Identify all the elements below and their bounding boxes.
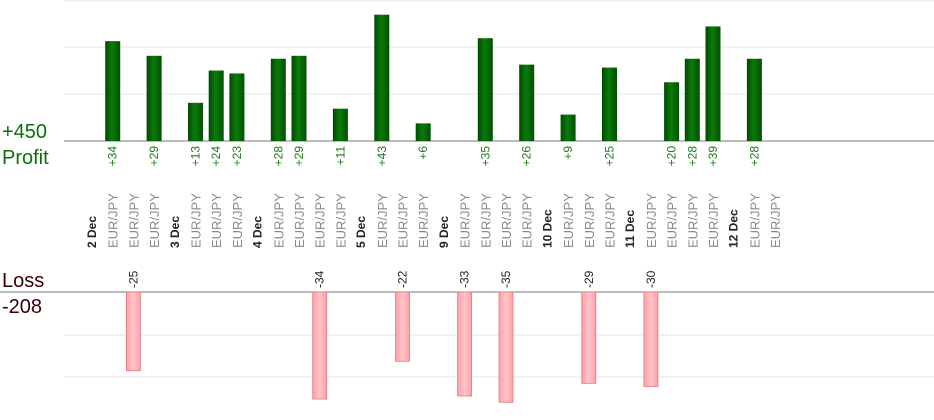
profit-total: +450 — [2, 121, 47, 143]
loss-value-label: -22 — [396, 270, 410, 288]
profit-value-label: +35 — [478, 146, 492, 167]
profit-value-label: +43 — [375, 146, 389, 167]
date-label: 9 Dec — [437, 216, 451, 248]
profit-bar — [270, 58, 286, 141]
pair-label: EUR/JPY — [292, 193, 307, 248]
loss-value-label: -35 — [499, 270, 513, 288]
loss-label: Loss — [2, 270, 44, 292]
profit-bar — [146, 55, 162, 141]
profit-value-label: +34 — [106, 146, 120, 167]
pair-label: EUR/JPY — [561, 193, 576, 248]
pair-label: EUR/JPY — [396, 193, 411, 248]
loss-bar — [457, 291, 473, 397]
profit-bar — [705, 26, 721, 141]
profit-label: Profit — [2, 147, 49, 169]
profit-value-label: +11 — [333, 146, 347, 166]
profit-bar — [291, 55, 307, 141]
loss-bar — [312, 291, 328, 400]
loss-bar — [498, 291, 514, 403]
pair-label: EUR/JPY — [685, 193, 700, 248]
profit-bar — [560, 114, 576, 141]
profit-value-label: +28 — [685, 146, 699, 167]
profit-value-label: +24 — [209, 146, 223, 167]
profit-bar — [374, 14, 390, 141]
profit-bar — [229, 73, 245, 141]
profit-bar — [332, 108, 348, 141]
pair-label: EUR/JPY — [189, 193, 204, 248]
profit-bar — [746, 58, 762, 141]
date-label: 2 Dec — [85, 216, 99, 248]
loss-value-label: -29 — [582, 270, 596, 288]
pair-label: EUR/JPY — [313, 193, 328, 248]
pair-label: EUR/JPY — [478, 193, 493, 248]
loss-bar — [581, 291, 597, 384]
profit-value-label: +29 — [292, 146, 306, 167]
profit-bar — [664, 82, 680, 141]
pair-label: EUR/JPY — [106, 193, 121, 248]
profit-value-label: +26 — [520, 146, 534, 167]
pair-label: EUR/JPY — [747, 193, 762, 248]
profit-bar — [477, 38, 493, 141]
profit-bar — [415, 123, 431, 141]
pair-label: EUR/JPY — [147, 193, 162, 248]
pair-label: EUR/JPY — [644, 193, 659, 248]
pair-label: EUR/JPY — [333, 193, 348, 248]
date-label: 4 Dec — [251, 216, 265, 248]
date-label: 10 Dec — [540, 209, 554, 248]
pair-label: EUR/JPY — [375, 193, 390, 248]
profit-value-label: +20 — [665, 146, 679, 167]
profit-value-label: +23 — [230, 146, 244, 167]
profit-bar — [602, 67, 617, 141]
loss-value-label: -30 — [644, 270, 658, 288]
pair-label: EUR/JPY — [665, 193, 680, 248]
loss-value-label: -25 — [126, 270, 140, 288]
pair-label: EUR/JPY — [416, 193, 431, 248]
loss-value-label: -33 — [458, 270, 472, 288]
profit-value-label: +9 — [561, 146, 575, 160]
profit-bar — [684, 58, 700, 141]
pair-label: EUR/JPY — [603, 193, 618, 248]
loss-bar — [126, 291, 141, 372]
profit-value-label: +28 — [271, 146, 285, 167]
profit-value-label: +28 — [747, 146, 761, 167]
loss-value-label: -34 — [313, 270, 327, 288]
date-label: 11 Dec — [623, 210, 637, 248]
pair-label: EUR/JPY — [126, 193, 141, 248]
pair-label: EUR/JPY — [209, 193, 224, 248]
pair-label: EUR/JPY — [706, 193, 721, 248]
profit-value-label: +6 — [416, 146, 430, 160]
profit-value-label: +29 — [147, 146, 161, 167]
loss-total: -208 — [2, 296, 42, 318]
profit-value-label: +13 — [189, 146, 203, 167]
date-label: 3 Dec — [168, 216, 182, 248]
profit-value-label: +39 — [706, 146, 720, 167]
loss-bar — [395, 291, 410, 362]
date-label: 12 Dec — [727, 209, 741, 248]
pair-label: EUR/JPY — [768, 193, 783, 248]
profit-bar — [519, 64, 535, 141]
date-label: 5 Dec — [354, 216, 368, 248]
labels-layer: 2 Dec EUR/JPY +34 EUR/JPY -25 EUR/JPY +29 3 Dec… — [85, 146, 783, 288]
pair-label: EUR/JPY — [458, 193, 473, 248]
profit-bar — [208, 70, 224, 141]
pair-label: EUR/JPY — [230, 193, 245, 248]
pair-label: EUR/JPY — [271, 193, 286, 248]
pair-label: EUR/JPY — [582, 193, 597, 248]
loss-bar — [643, 291, 659, 387]
profit-bar — [188, 102, 203, 141]
profit-bar — [105, 41, 121, 141]
pair-label: EUR/JPY — [499, 193, 514, 248]
pair-label: EUR/JPY — [520, 193, 535, 248]
profit-value-label: +25 — [603, 146, 617, 167]
bars-layer — [105, 14, 762, 403]
